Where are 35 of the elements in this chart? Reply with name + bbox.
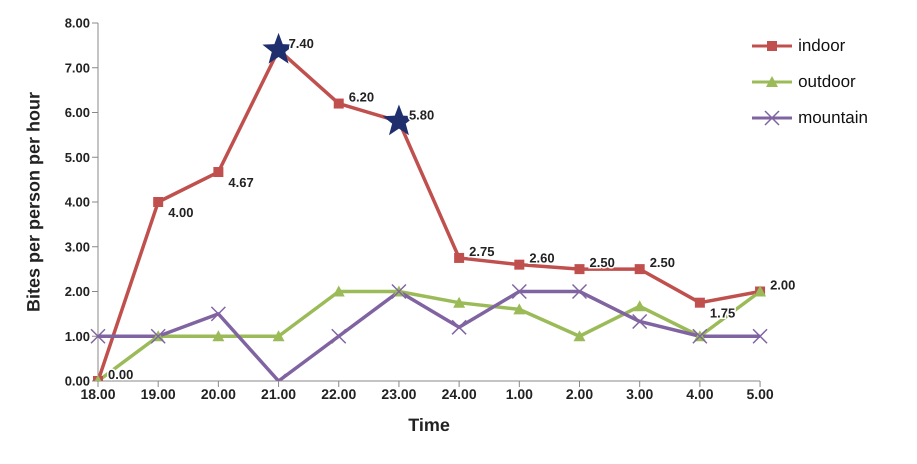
x-tick-label: 5.00: [746, 386, 774, 402]
x-tick-label: 1.00: [506, 386, 534, 402]
data-label: 2.60: [529, 250, 555, 266]
y-tick-label: 1.00: [64, 328, 90, 344]
data-label: 4.67: [228, 175, 254, 190]
x-tick-label: 23.00: [381, 386, 417, 402]
legend-label: outdoor: [798, 72, 856, 92]
x-tick-label: 4.00: [686, 386, 714, 402]
x-tick-label: 22.00: [321, 386, 356, 402]
legend-label: indoor: [798, 36, 846, 56]
data-label: 5.80: [408, 107, 434, 122]
y-axis-title: Bites per person per hour: [23, 92, 44, 312]
data-label: 4.00: [168, 205, 194, 220]
y-tick-label: 7.00: [64, 60, 90, 76]
y-tick-label: 4.00: [64, 194, 90, 210]
x-axis-title: Time: [408, 415, 450, 435]
legend-label: mountain: [798, 108, 868, 128]
x-tick-label: 24.00: [442, 386, 477, 402]
data-label: 2.75: [469, 244, 494, 259]
y-tick-label: 8.00: [64, 16, 90, 31]
x-tick-label: 3.00: [626, 386, 654, 402]
data-label: 0.00: [108, 367, 134, 382]
data-label: 2.50: [590, 255, 615, 270]
y-tick-label: 2.00: [64, 284, 90, 300]
x-tick-label: 20.00: [200, 386, 236, 402]
data-label: 2.50: [650, 255, 675, 270]
data-label: 7.40: [288, 36, 314, 51]
y-tick-label: 5.00: [64, 150, 90, 165]
data-label: 2.00: [770, 278, 796, 292]
y-tick-label: 6.00: [64, 105, 90, 120]
x-tick-label: 2.00: [566, 386, 594, 402]
y-tick-label: 3.00: [64, 239, 90, 254]
data-label: 6.20: [348, 90, 374, 105]
x-tick-label: 21.00: [261, 386, 296, 402]
x-tick-label: 19.00: [140, 386, 176, 402]
